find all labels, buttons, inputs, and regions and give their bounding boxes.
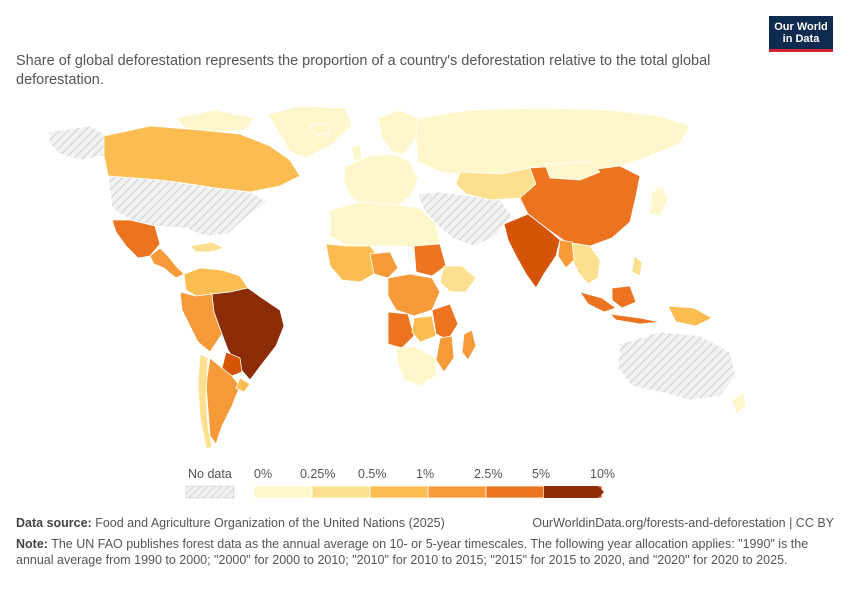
region-iceland[interactable] (309, 121, 331, 137)
legend-swatch[interactable] (253, 485, 313, 499)
region-uk[interactable] (351, 143, 363, 163)
region-china[interactable] (519, 165, 641, 247)
legend-swatch[interactable] (311, 485, 371, 499)
note: Note: The UN FAO publishes forest data a… (16, 536, 834, 568)
owid-logo[interactable]: Our World in Data (769, 16, 833, 52)
world-map[interactable] (0, 96, 850, 456)
region-andes[interactable] (179, 291, 223, 353)
legend-swatch[interactable] (369, 485, 429, 499)
legend-tick-label: 0.5% (358, 467, 387, 481)
region-alaska[interactable] (47, 125, 109, 161)
logo-line-2: in Data (782, 33, 820, 45)
note-text: The UN FAO publishes forest data as the … (16, 537, 809, 567)
data-source: Data source: Food and Agriculture Organi… (16, 516, 445, 530)
region-madagascar[interactable] (461, 329, 477, 361)
data-source-text: Food and Agriculture Organization of the… (95, 516, 445, 530)
region-horn-of-africa[interactable] (439, 265, 477, 293)
region-uruguay[interactable] (235, 377, 251, 393)
map-legend: No data 0% 0.25% 0.5% 1% 2.5% 5% 10% (180, 464, 680, 504)
legend-bins: 0% 0.25% 0.5% 1% 2.5% 5% 10% (253, 467, 615, 499)
region-papua[interactable] (667, 305, 713, 327)
region-new-zealand[interactable] (731, 391, 747, 415)
region-indonesia[interactable] (579, 291, 617, 313)
region-mozambique[interactable] (435, 335, 455, 373)
region-chile[interactable] (197, 353, 213, 449)
region-paraguay[interactable] (221, 351, 243, 377)
legend-swatch[interactable] (485, 485, 545, 499)
logo-line-1: Our World (774, 21, 828, 33)
region-nigeria[interactable] (369, 251, 399, 279)
footer: Data source: Food and Agriculture Organi… (16, 516, 834, 568)
legend-no-data-swatch (185, 485, 235, 499)
region-mexico[interactable] (111, 219, 161, 259)
region-zambia[interactable] (411, 315, 437, 343)
region-angola[interactable] (387, 311, 415, 349)
legend-swatch[interactable] (427, 485, 487, 499)
region-scandinavia[interactable] (377, 109, 419, 155)
region-europe[interactable] (343, 153, 419, 211)
region-caribbean[interactable] (189, 241, 225, 253)
region-myanmar[interactable] (557, 239, 575, 269)
region-sudan[interactable] (413, 243, 447, 277)
legend-tick-label: 2.5% (474, 467, 503, 481)
region-india[interactable] (503, 213, 561, 289)
region-mongolia[interactable] (544, 161, 601, 181)
region-borneo[interactable] (611, 285, 637, 309)
legend-tick-label: 10% (590, 467, 615, 481)
legend-tick-label: 0.25% (300, 467, 335, 481)
region-southern-africa[interactable] (395, 345, 437, 387)
region-central-america[interactable] (149, 247, 185, 279)
legend-no-data-label: No data (188, 467, 232, 481)
region-philippines[interactable] (631, 255, 643, 277)
legend-tick-label: 1% (416, 467, 434, 481)
legend-tick-label: 5% (532, 467, 550, 481)
region-argentina[interactable] (205, 357, 241, 445)
region-australia[interactable] (617, 331, 737, 401)
region-japan[interactable] (649, 185, 669, 217)
region-brazil[interactable] (211, 287, 285, 381)
source-url[interactable]: OurWorldinData.org/forests-and-deforesta… (532, 516, 834, 530)
region-tanzania[interactable] (431, 303, 459, 341)
legend-svg: No data 0% 0.25% 0.5% 1% 2.5% 5% 10% (185, 467, 615, 499)
region-greenland[interactable] (267, 105, 353, 159)
region-middle-east[interactable] (417, 191, 513, 247)
map-subtitle: Share of global deforestation represents… (16, 53, 711, 88)
data-source-label: Data source: (16, 516, 92, 530)
note-label: Note: (16, 537, 48, 551)
legend-tick-label: 0% (254, 467, 272, 481)
legend-swatch-last[interactable] (544, 486, 604, 498)
world-map-svg (47, 105, 747, 449)
region-sulawesi-islands[interactable] (609, 313, 661, 325)
region-arctic-islands[interactable] (174, 109, 256, 133)
